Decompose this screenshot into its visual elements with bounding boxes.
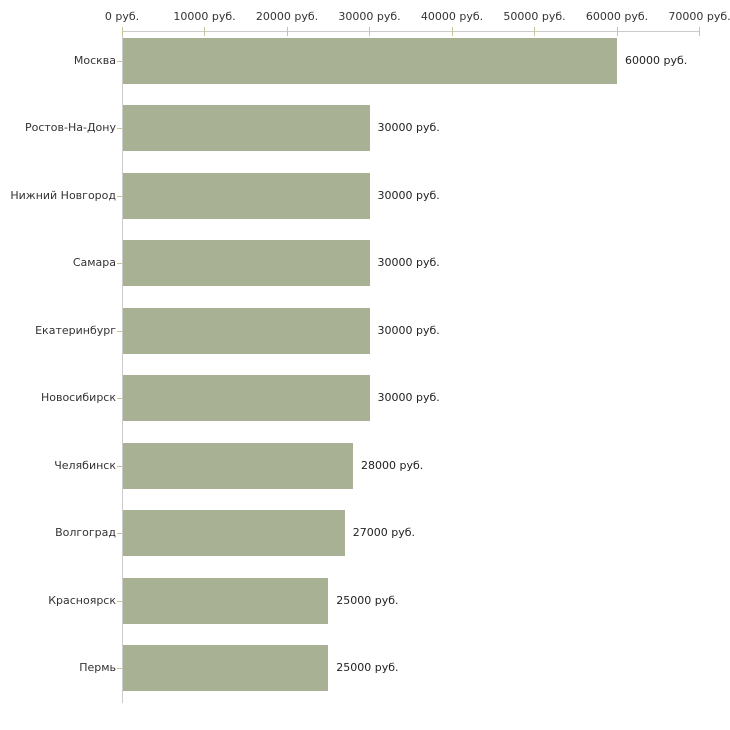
x-axis-tick-mark	[534, 27, 535, 36]
x-axis-tick-label: 20000 руб.	[255, 10, 319, 23]
y-axis-line	[122, 31, 123, 703]
category-label: Красноярск	[48, 593, 116, 607]
category-label: Пермь	[79, 660, 116, 674]
value-label: 27000 руб.	[352, 526, 416, 540]
category-label: Нижний Новгород	[10, 188, 116, 202]
category-tick-mark	[117, 263, 122, 265]
value-label: 60000 руб.	[625, 54, 688, 67]
x-axis-tick-mark	[451, 27, 453, 36]
value-label: 25000 руб.	[336, 593, 399, 607]
x-axis-tick-mark	[121, 27, 123, 36]
x-axis-tick-mark	[699, 27, 700, 36]
value-label: 28000 руб.	[361, 458, 424, 472]
category-label: Москва	[73, 54, 116, 67]
value-label: 30000 руб.	[377, 121, 440, 135]
x-axis-tick-mark	[204, 27, 205, 36]
x-axis-line	[122, 31, 700, 32]
category-tick-mark	[117, 330, 122, 332]
category-label: Ростов-На-Дону	[24, 121, 116, 135]
value-label: 25000 руб.	[336, 660, 399, 674]
x-axis-tick-label: 60000 руб.	[585, 10, 649, 23]
category-label: Самара	[72, 256, 116, 270]
category-label: Новосибирск	[40, 391, 116, 405]
category-label: Екатеринбург	[35, 323, 116, 337]
x-axis-tick-mark	[286, 27, 288, 36]
value-label: 30000 руб.	[377, 188, 440, 202]
category-tick-mark	[117, 465, 122, 467]
bar	[123, 307, 370, 354]
bar	[123, 577, 329, 624]
value-label: 30000 руб.	[377, 256, 440, 270]
bar	[123, 510, 345, 557]
x-axis-tick-label: 50000 руб.	[503, 10, 566, 23]
bar	[123, 644, 329, 691]
bar	[123, 105, 370, 152]
category-tick-mark	[117, 667, 122, 669]
category-tick-mark	[117, 195, 122, 197]
bar	[123, 442, 353, 489]
category-tick-mark	[117, 128, 122, 130]
value-label: 30000 руб.	[377, 323, 440, 337]
category-tick-mark	[117, 61, 122, 62]
x-axis-tick-mark	[369, 27, 370, 36]
x-axis-tick-label: 70000 руб.	[668, 10, 730, 23]
category-tick-mark	[117, 600, 122, 602]
category-tick-mark	[117, 533, 122, 535]
bar	[123, 38, 617, 84]
category-tick-mark	[117, 398, 122, 400]
x-axis-tick-label: 10000 руб.	[173, 10, 236, 23]
category-label: Волгоград	[55, 526, 116, 540]
bar	[123, 172, 370, 219]
x-axis-tick-label: 40000 руб.	[420, 10, 484, 23]
x-axis-tick-label: 0 руб.	[104, 10, 140, 23]
x-axis-tick-mark	[616, 27, 618, 36]
x-axis-tick-label: 30000 руб.	[338, 10, 401, 23]
bar	[123, 240, 370, 287]
value-label: 30000 руб.	[377, 391, 440, 405]
category-label: Челябинск	[54, 458, 116, 472]
bar	[123, 375, 370, 422]
